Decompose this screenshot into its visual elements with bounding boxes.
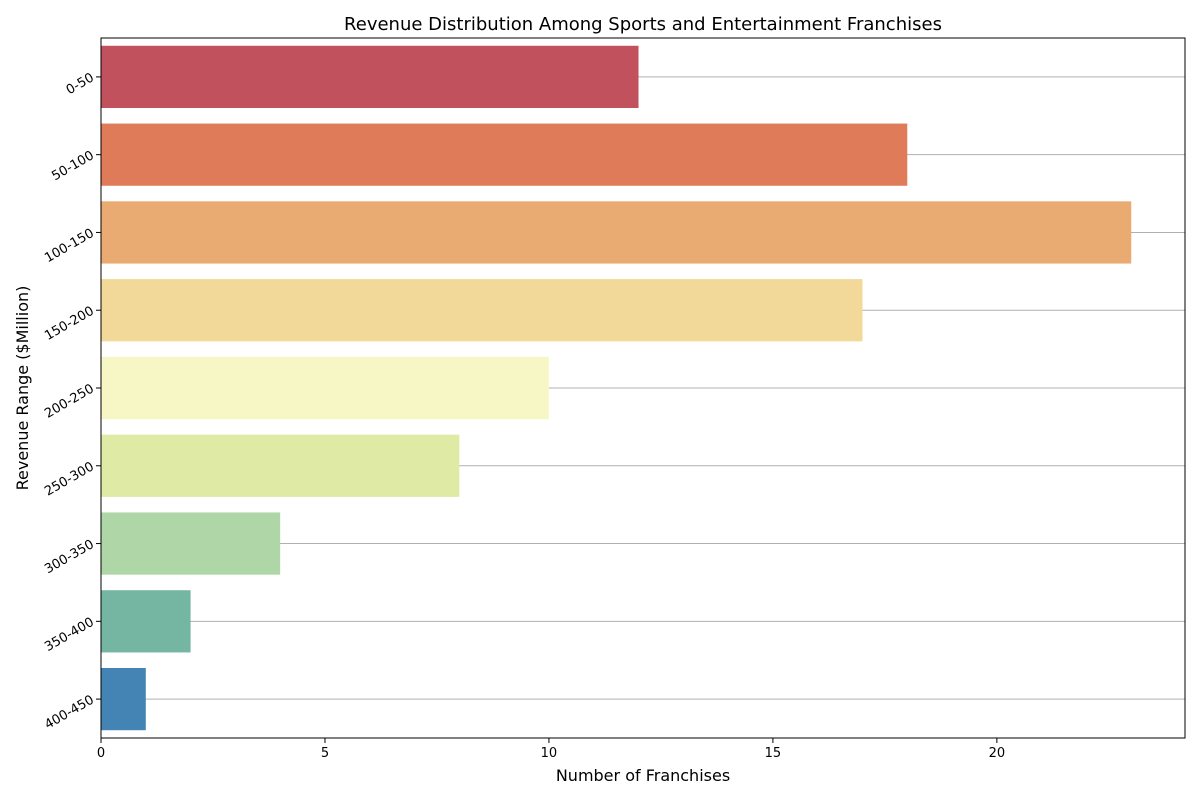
x-axis-label: Number of Franchises bbox=[556, 766, 730, 785]
x-tick-label: 20 bbox=[989, 746, 1006, 761]
bars bbox=[101, 45, 1132, 731]
y-tick-label: 300-350 bbox=[42, 537, 97, 577]
bar-350-400 bbox=[101, 590, 191, 653]
y-axis-label: Revenue Range ($Million) bbox=[13, 286, 32, 491]
x-tick-label: 10 bbox=[541, 746, 558, 761]
bar-100-150 bbox=[101, 201, 1132, 264]
x-tick-label: 15 bbox=[765, 746, 782, 761]
bar-50-100 bbox=[101, 123, 908, 186]
bar-200-250 bbox=[101, 356, 549, 420]
bar-150-200 bbox=[101, 279, 863, 342]
y-tick-label: 200-250 bbox=[42, 382, 97, 422]
chart-title: Revenue Distribution Among Sports and En… bbox=[344, 14, 942, 35]
bar-0-50 bbox=[101, 45, 639, 108]
x-axis-ticks: 0 5 10 15 20 bbox=[97, 738, 1005, 761]
bar-300-350 bbox=[101, 512, 281, 575]
x-tick-label: 0 bbox=[97, 746, 105, 761]
y-tick-label: 400-450 bbox=[42, 693, 97, 733]
y-tick-label: 0-50 bbox=[64, 70, 97, 98]
y-tick-label: 50-100 bbox=[49, 148, 96, 184]
y-tick-label: 100-150 bbox=[42, 226, 97, 266]
y-tick-label: 350-400 bbox=[42, 615, 97, 655]
bar-400-450 bbox=[101, 668, 146, 731]
bar-250-300 bbox=[101, 434, 460, 497]
y-tick-label: 150-200 bbox=[42, 304, 97, 344]
x-tick-label: 5 bbox=[321, 746, 329, 761]
y-tick-label: 250-300 bbox=[42, 459, 97, 499]
y-axis-ticks: 0-50 50-100 100-150 150-200 200-250 250-300 30… bbox=[42, 70, 101, 733]
